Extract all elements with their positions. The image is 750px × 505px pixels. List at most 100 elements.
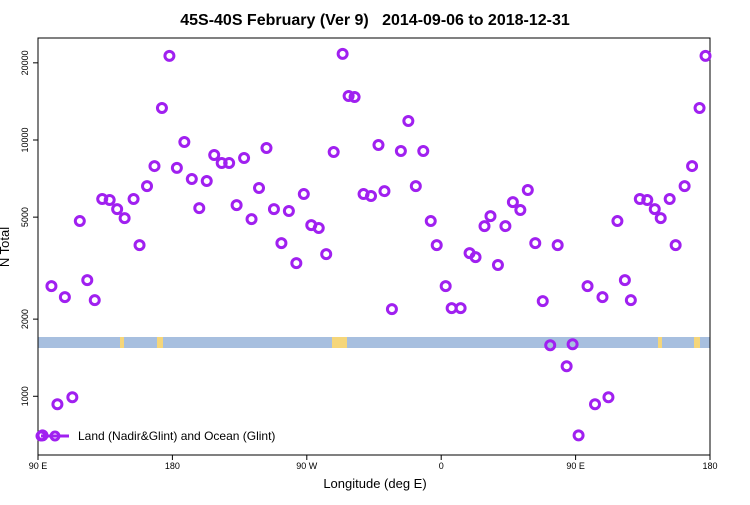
data-point <box>66 391 79 404</box>
data-point <box>193 202 206 215</box>
data-point <box>111 203 124 216</box>
chart-title: 45S-40S February (Ver 9) 2014-09-06 to 2… <box>180 12 570 29</box>
surface-strip <box>38 337 710 348</box>
data-point <box>81 274 94 287</box>
data-point <box>170 161 183 174</box>
data-point <box>529 237 542 250</box>
data-point <box>484 210 497 223</box>
data-point <box>424 215 437 228</box>
data-point <box>536 295 549 308</box>
data-point <box>566 338 579 351</box>
data-point <box>45 280 58 293</box>
data-point <box>491 259 504 272</box>
data-point <box>327 145 340 158</box>
data-point <box>693 101 706 114</box>
data-point <box>572 429 585 442</box>
x-tick-label: 90 E <box>29 461 48 471</box>
y-tick-label: 10000 <box>20 127 30 152</box>
data-point <box>409 180 422 193</box>
y-tick-label: 1000 <box>20 386 30 406</box>
data-point <box>163 49 176 62</box>
data-point <box>260 142 273 155</box>
data-point <box>521 183 534 196</box>
x-tick-label: 90 W <box>296 461 318 471</box>
x-tick-label: 90 E <box>566 461 585 471</box>
data-point <box>58 291 71 304</box>
data-point <box>641 193 654 206</box>
land-patch <box>120 337 124 348</box>
data-point <box>275 237 288 250</box>
y-axis-label: N Total <box>0 227 12 267</box>
data-point <box>544 339 557 352</box>
data-point <box>439 280 452 293</box>
data-point <box>215 157 228 170</box>
x-tick-label: 0 <box>439 461 444 471</box>
data-point <box>178 136 191 149</box>
data-point <box>348 90 361 103</box>
data-point <box>648 203 661 216</box>
data-point <box>394 145 407 158</box>
data-point <box>320 248 333 261</box>
data-point <box>223 157 236 170</box>
data-point <box>200 174 213 187</box>
x-axis-label: Longitude (deg E) <box>323 476 426 491</box>
data-point <box>141 180 154 193</box>
data-point <box>127 192 140 205</box>
data-point <box>560 360 573 373</box>
land-patch <box>658 337 662 348</box>
data-point <box>365 190 378 203</box>
data-point <box>514 203 527 216</box>
plot-frame <box>37 37 711 456</box>
data-point <box>663 192 676 205</box>
data-point <box>678 180 691 193</box>
data-point <box>185 173 198 186</box>
data-point <box>103 193 116 206</box>
data-point <box>385 303 398 316</box>
y-tick-label: 2000 <box>20 309 30 329</box>
legend-label: Land (Nadir&Glint) and Ocean (Glint) <box>78 429 275 443</box>
data-point <box>118 212 131 225</box>
data-point <box>611 215 624 228</box>
data-point <box>253 182 266 195</box>
data-point <box>290 257 303 270</box>
data-point <box>602 391 615 404</box>
data-point <box>155 101 168 114</box>
data-point <box>581 280 594 293</box>
data-point <box>430 239 443 252</box>
data-point <box>230 199 243 212</box>
land-patch <box>332 337 347 348</box>
data-point <box>51 398 64 411</box>
y-tick-label: 5000 <box>20 207 30 227</box>
x-tick-label: 180 <box>702 461 717 471</box>
data-point <box>336 47 349 60</box>
data-point <box>245 213 258 226</box>
data-point <box>624 294 637 307</box>
data-point <box>686 160 699 173</box>
data-point <box>73 215 86 228</box>
data-point <box>238 151 251 164</box>
data-point <box>208 149 221 162</box>
data-point <box>88 294 101 307</box>
data-point <box>297 188 310 201</box>
x-tick-label: 180 <box>165 461 180 471</box>
data-point <box>469 251 482 264</box>
data-point <box>282 205 295 218</box>
data-point <box>618 274 631 287</box>
data-point <box>506 196 519 209</box>
land-patch <box>157 337 163 348</box>
y-tick-label: 20000 <box>20 50 30 75</box>
data-point <box>372 139 385 152</box>
data-point <box>699 49 712 62</box>
data-point <box>478 220 491 233</box>
data-point <box>133 239 146 252</box>
data-point <box>378 185 391 198</box>
data-point <box>499 220 512 233</box>
data-point <box>551 239 564 252</box>
data-point <box>654 212 667 225</box>
data-point <box>267 203 280 216</box>
data-point <box>596 291 609 304</box>
data-point <box>417 145 430 158</box>
data-point <box>342 89 355 102</box>
